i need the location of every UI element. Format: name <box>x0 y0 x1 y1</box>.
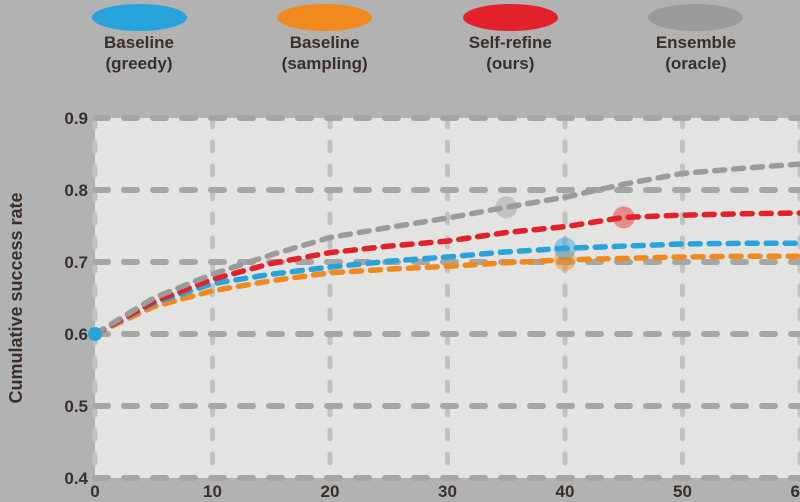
legend-sublabel: (ours) <box>486 54 535 73</box>
legend: Baseline (greedy) Baseline (sampling) Se… <box>50 4 785 74</box>
legend-sublabel: (sampling) <box>281 54 368 73</box>
highlight-marker <box>612 206 635 229</box>
legend-label: Baseline <box>289 33 360 52</box>
highlight-marker <box>495 196 518 219</box>
x-tick-label: 50 <box>673 482 692 501</box>
series-line-3 <box>92 210 800 337</box>
plot-area <box>95 118 800 478</box>
ellipse-icon <box>648 4 744 31</box>
legend-item-blue[interactable]: Baseline (greedy) <box>50 4 228 74</box>
x-tick-label: 30 <box>438 482 457 501</box>
legend-sublabel: (oracle) <box>665 54 727 73</box>
legend-item-gray[interactable]: Ensemble (oracle) <box>607 4 785 74</box>
y-tick-label: 0.5 <box>64 397 88 416</box>
x-tick-label: 10 <box>203 482 222 501</box>
y-tick-label: 0.8 <box>64 181 88 200</box>
legend-item-orange[interactable]: Baseline (sampling) <box>236 4 414 74</box>
series-line-2 <box>92 253 800 337</box>
legend-label: Self-refine <box>468 33 552 52</box>
ellipse-icon <box>462 4 558 31</box>
legend-label: Ensemble <box>655 33 737 52</box>
ellipse-icon <box>91 4 187 31</box>
legend-label: Baseline <box>104 33 174 52</box>
legend-item-red[interactable]: Self-refine (ours) <box>421 4 599 74</box>
x-tick-label: 20 <box>321 482 340 501</box>
x-tick-label: 40 <box>556 482 575 501</box>
y-tick-label: 0.4 <box>64 469 88 488</box>
x-tick-label: 60 <box>791 482 800 501</box>
ellipse-icon <box>277 4 373 31</box>
series-line-4 <box>92 161 800 337</box>
y-tick-label: 0.7 <box>64 253 88 272</box>
series-line-1 <box>92 240 800 337</box>
legend-sublabel: (greedy) <box>105 54 173 73</box>
y-axis-title: Cumulative success rate <box>6 192 26 403</box>
y-tick-label: 0.9 <box>64 109 88 128</box>
series-start-dot <box>88 327 102 341</box>
y-tick-label: 0.6 <box>64 325 88 344</box>
x-tick-label: 0 <box>90 482 99 501</box>
